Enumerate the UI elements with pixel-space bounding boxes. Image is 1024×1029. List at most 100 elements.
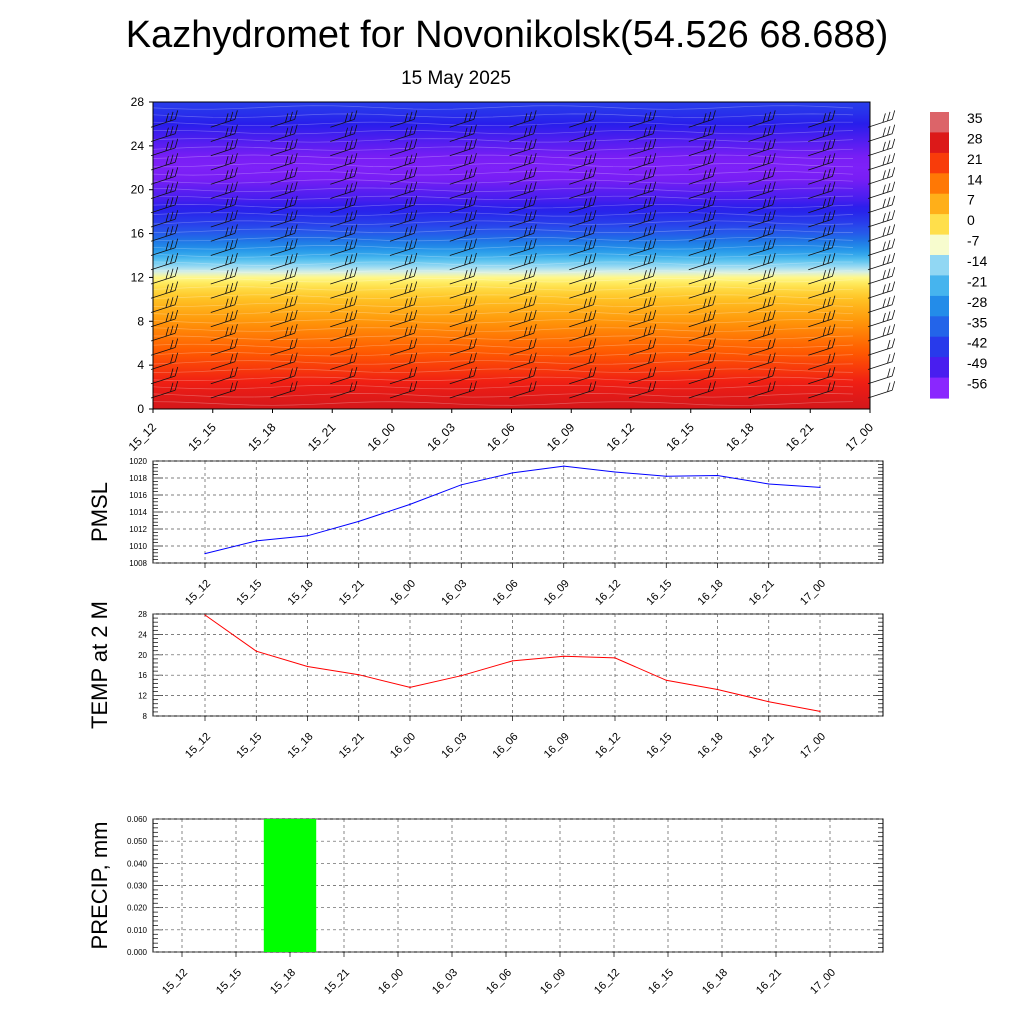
heatmap-ytick-label: 20 (131, 183, 145, 197)
wind-barb (808, 381, 836, 399)
wind-barb (150, 153, 179, 171)
wind-barb (449, 110, 477, 128)
wind-barb (270, 153, 298, 171)
temp-chart-ytick-label: 16 (138, 671, 147, 680)
wind-barb (389, 138, 418, 157)
temp-chart-data-point (306, 665, 309, 668)
wind-barb (808, 167, 836, 185)
wind-barb (330, 252, 358, 271)
wind-barb (748, 153, 776, 171)
precip-chart-ytick-label: 0.060 (127, 815, 148, 824)
wind-barb (330, 181, 358, 199)
temp-chart-xtick-label: 16_03 (439, 731, 469, 761)
wind-barb (688, 195, 716, 214)
precip-chart-xtick-label: 16_18 (700, 967, 730, 997)
pmsl-chart-data-point (768, 483, 770, 485)
wind-barb (449, 309, 477, 328)
wind-barb (867, 224, 896, 242)
wind-barb (808, 153, 836, 171)
colorbar: 35 28 21 14 7 0 -7 -14 -21 -28 -35 -42 -49 -56 (930, 110, 987, 399)
pmsl-chart-xtick-label: 16_12 (593, 578, 623, 608)
heatmap-ytick-label: 28 (131, 95, 145, 109)
wind-barb (569, 224, 597, 242)
wind-barb (210, 338, 238, 356)
wind-barb (330, 110, 358, 128)
colorbar-label: -7 (967, 233, 980, 249)
wind-barb (210, 281, 238, 299)
precip-chart-ytick-label: 0.030 (127, 882, 148, 891)
temperature-contour (152, 343, 854, 349)
wind-barb (688, 324, 716, 342)
wind-barb (389, 324, 418, 342)
colorbar-label: -14 (967, 253, 987, 269)
wind-barb (688, 167, 716, 185)
temperature-contour (152, 368, 854, 373)
wind-barb (330, 167, 358, 185)
colorbar-label: -56 (967, 376, 987, 392)
heatmap-xtick-label: 16_18 (723, 420, 757, 454)
precip-chart-bar (263, 819, 317, 952)
precip-chart-xtick-label: 16_00 (376, 967, 406, 997)
wind-barb (569, 181, 597, 199)
wind-barb (808, 352, 836, 370)
wind-barb (748, 252, 776, 271)
wind-barb (330, 324, 358, 342)
colorbar-bin (930, 377, 949, 399)
wind-barb (150, 181, 179, 199)
wind-barb (449, 210, 477, 228)
wind-barb (509, 366, 537, 385)
wind-barb (330, 153, 358, 171)
pmsl-chart-data-point (460, 484, 462, 486)
pmsl-chart-xtick-label: 15_15 (234, 578, 264, 608)
wind-barb (688, 352, 716, 370)
pmsl-chart-ytick-label: 1014 (129, 508, 147, 517)
wind-barb (569, 167, 597, 185)
precip-chart-xtick-label: 17_00 (808, 967, 838, 997)
wind-barb (808, 295, 836, 313)
temperature-contour (152, 187, 854, 192)
temp-chart-data-point (358, 674, 360, 676)
colorbar-bin (930, 112, 949, 133)
temperature-contour (152, 269, 854, 275)
heatmap-xtick-label: 16_03 (424, 420, 458, 454)
colorbar-label: 7 (967, 192, 975, 208)
wind-barb (210, 153, 238, 171)
wind-barb (210, 295, 238, 313)
wind-barb (330, 352, 358, 370)
wind-barb (389, 238, 418, 256)
precip-chart: 0.000 0.010 0.020 0.030 0.040 0.050 0.060 15_12… (87, 815, 884, 997)
temperature-contour (152, 130, 854, 135)
wind-barb (389, 181, 418, 199)
wind-barb (449, 324, 477, 342)
wind-barb (688, 267, 716, 285)
wind-barb (688, 281, 716, 299)
wind-barb (569, 366, 597, 385)
wind-barb (628, 281, 657, 299)
wind-barb (867, 295, 896, 313)
wind-barb (867, 124, 896, 142)
heatmap-xtick-label: 16_00 (365, 420, 399, 454)
heatmap-xtick-label: 16_06 (484, 420, 518, 454)
wind-barb (210, 238, 238, 256)
wind-barb (867, 238, 896, 256)
wind-barb (449, 124, 477, 142)
heatmap-xtick-label: 16_09 (544, 420, 578, 454)
colorbar-bin (930, 255, 949, 276)
colorbar-label: 28 (967, 130, 983, 146)
colorbar-bin (930, 357, 949, 379)
temp-chart-ytick-label: 24 (138, 630, 147, 639)
wind-barb (330, 238, 358, 256)
temp-chart-xtick-label: 15_15 (234, 731, 264, 761)
wind-barb (449, 366, 477, 385)
wind-barb (628, 381, 657, 399)
temperature-contour (152, 261, 853, 266)
temp-chart-xtick-label: 17_00 (798, 731, 828, 761)
wind-barb (210, 210, 238, 228)
wind-barb (330, 366, 358, 385)
temperature-contour (152, 121, 853, 127)
temp-chart-ytick-label: 8 (143, 712, 148, 721)
wind-barb (867, 309, 896, 328)
wind-barb (748, 167, 776, 185)
wind-barb (628, 167, 657, 185)
